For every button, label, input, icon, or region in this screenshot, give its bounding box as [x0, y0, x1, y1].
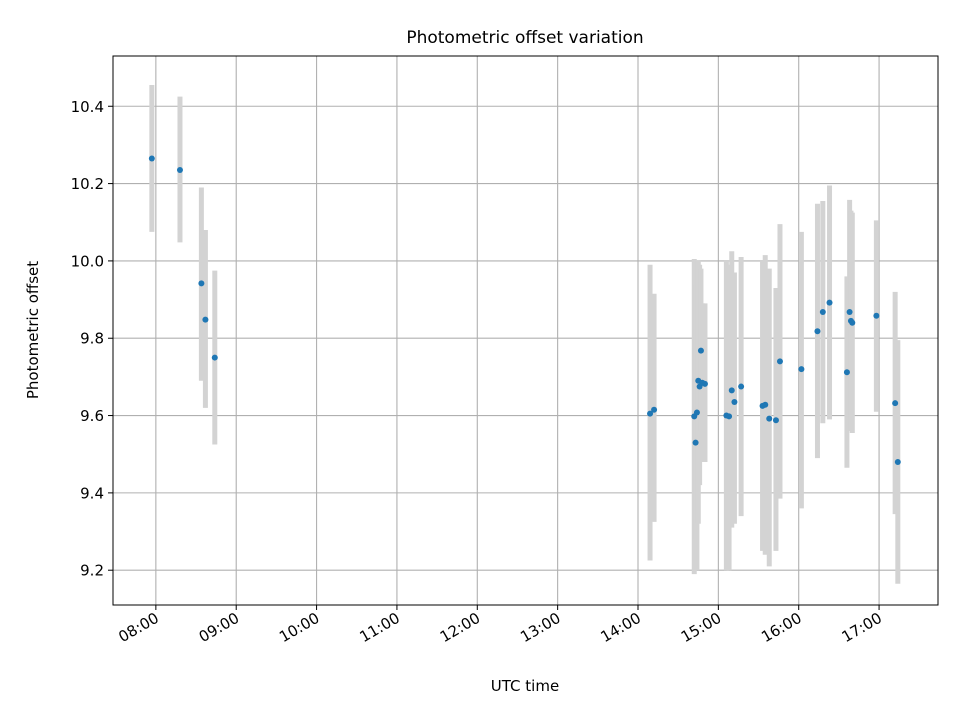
data-point	[892, 400, 899, 407]
data-point	[826, 299, 833, 306]
y-tick-label: 9.8	[80, 330, 104, 348]
y-tick-label: 10.2	[71, 175, 104, 193]
data-point	[846, 308, 853, 315]
y-tick-label: 10.0	[71, 252, 104, 270]
data-point	[651, 406, 658, 413]
data-point	[697, 347, 704, 354]
y-tick-label: 9.6	[80, 407, 104, 425]
data-point	[726, 413, 733, 420]
data-point	[766, 415, 773, 422]
data-point	[894, 458, 901, 465]
y-tick-label: 10.4	[71, 98, 104, 116]
data-point	[176, 167, 183, 174]
data-point	[849, 319, 856, 326]
data-point	[198, 280, 205, 287]
y-axis-label: Photometric offset	[24, 261, 42, 399]
data-point	[776, 358, 783, 365]
data-point	[798, 366, 805, 373]
data-point	[772, 417, 779, 424]
data-point	[693, 409, 700, 416]
y-tick-label: 9.4	[80, 484, 104, 502]
y-tick-label: 9.2	[80, 562, 104, 580]
data-point	[762, 401, 769, 408]
y-axis-ticks: 9.2 9.4 9.6 9.8 10.0 10.2 10.4	[71, 98, 113, 580]
data-point	[728, 387, 735, 394]
data-point	[202, 316, 209, 323]
data-point	[148, 155, 155, 162]
data-point	[873, 312, 880, 319]
data-point	[692, 439, 699, 446]
data-point	[731, 399, 738, 406]
x-axis-label: UTC time	[491, 677, 559, 695]
data-point	[701, 380, 708, 387]
data-point	[211, 354, 218, 361]
data-point	[819, 308, 826, 315]
chart-title: Photometric offset variation	[406, 28, 643, 48]
data-point	[647, 410, 654, 417]
data-point	[738, 383, 745, 390]
plot-frame	[112, 55, 939, 606]
data-point	[843, 369, 850, 376]
grid-lines	[113, 56, 938, 605]
data-point	[814, 328, 821, 335]
data-points	[148, 155, 901, 465]
